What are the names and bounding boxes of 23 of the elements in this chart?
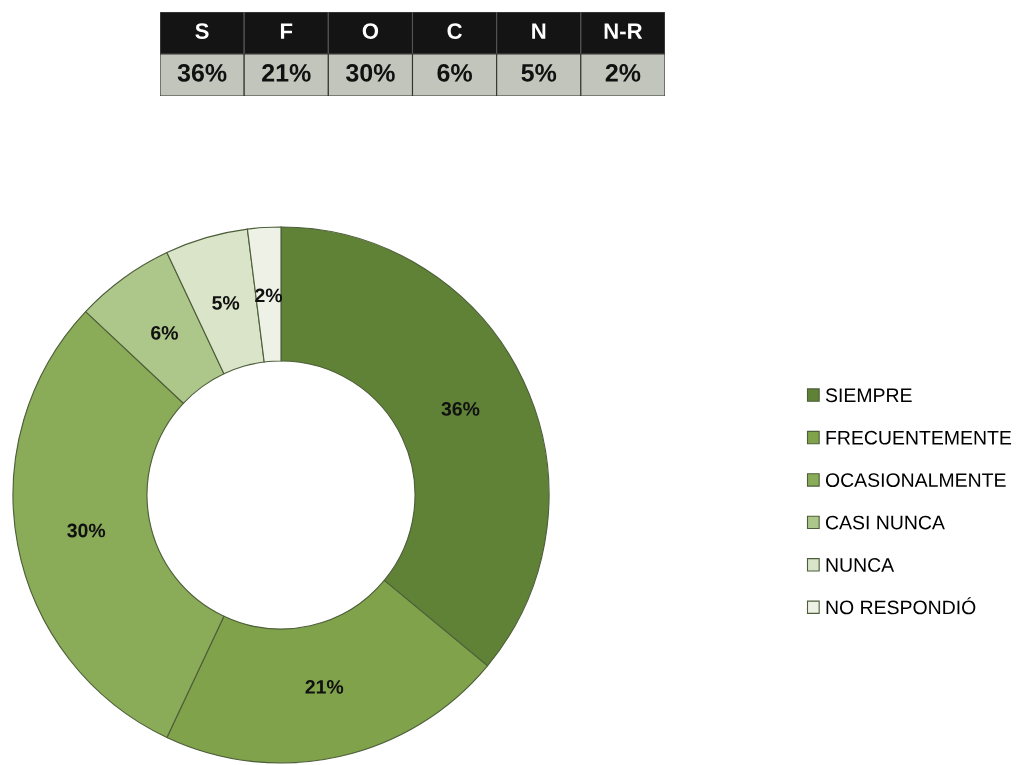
data-label: 5% — [212, 296, 240, 310]
data-label: 36% — [441, 402, 480, 416]
data-label: 30% — [67, 523, 106, 538]
text: S — [195, 23, 209, 39]
text: 30% — [345, 64, 395, 82]
text: 6% — [437, 64, 472, 82]
text: N-R — [604, 23, 643, 39]
legend-label: SIEMPRE — [825, 388, 912, 403]
text: 36% — [177, 64, 227, 82]
legend-label: FRECUENTEMENTE — [826, 430, 1012, 445]
text: F — [280, 23, 293, 39]
legend-label: OCASIONALMENTE — [825, 473, 1006, 487]
text: C — [447, 23, 462, 39]
text: 21% — [262, 64, 311, 82]
legend-label: NUNCA — [826, 558, 895, 572]
legend-label: CASI NUNCA — [825, 515, 945, 530]
text: 5% — [521, 64, 557, 82]
text: O — [362, 23, 379, 39]
text: 2% — [605, 64, 641, 82]
data-label: 6% — [151, 326, 178, 340]
data-label: 21% — [305, 679, 344, 694]
text: N — [532, 23, 546, 39]
legend-label: NO RESPONDIÓ — [826, 597, 976, 615]
